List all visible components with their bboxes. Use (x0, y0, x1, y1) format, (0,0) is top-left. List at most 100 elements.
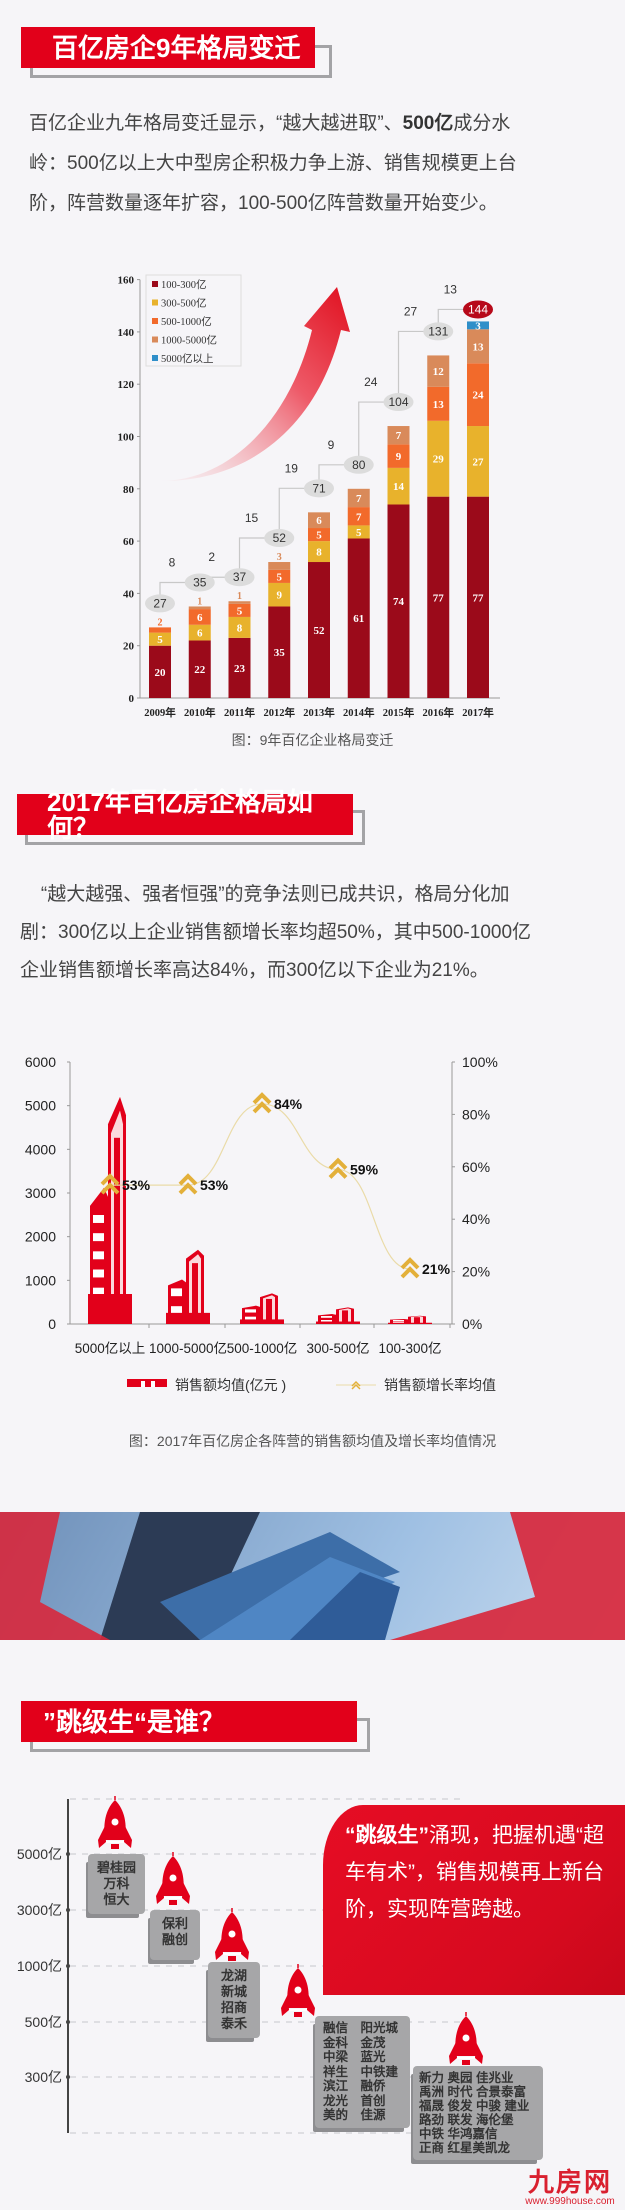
growth-rate-marker-icon (252, 1092, 272, 1114)
bar-segment (228, 603, 251, 617)
left-y-tick-label: 2000 (25, 1229, 56, 1245)
rocket-icon (215, 1908, 249, 1961)
total-bubble (383, 393, 414, 412)
callout-box: “跳级生”涌现，把握机遇“超车有术”，销售规模再上新台阶，实现阵营跨越。 (323, 1805, 625, 1995)
company-name: 保利 (161, 1916, 188, 1931)
bar-segment (188, 606, 211, 610)
right-y-tick-label: 60% (462, 1159, 490, 1175)
bar-segment (427, 355, 450, 387)
y-tick-label: 40 (123, 588, 135, 600)
right-y-tick-label: 0% (462, 1316, 482, 1332)
right-y-tick-label: 80% (462, 1106, 490, 1122)
left-y-tick-label: 3000 (25, 1185, 56, 1201)
bar-segment (228, 616, 251, 638)
bar-value-label: 8 (316, 547, 322, 559)
company-name: 招商 (220, 2000, 247, 2015)
rocket-icon (156, 1852, 190, 1905)
bar-segment (308, 528, 330, 542)
left-y-tick-label: 5000 (25, 1098, 56, 1114)
growth-rate-marker-icon (178, 1173, 198, 1195)
bar-value-label: 3 (277, 552, 282, 563)
total-label: 52 (273, 531, 287, 545)
growth-rate-marker-icon (400, 1257, 420, 1279)
y-tick-label: 80 (123, 484, 135, 496)
bar-value-label: 5 (237, 605, 243, 617)
total-bubble (145, 594, 175, 613)
bar-segment (387, 426, 410, 445)
company-name: 新力 奥园 佳兆业 (419, 2071, 514, 2085)
growth-rate-line (109, 1103, 411, 1270)
total-label: 104 (388, 395, 408, 409)
bar-segment (467, 321, 489, 330)
company-scroll: 龙湖 新城 招商 泰禾 (208, 1962, 260, 2038)
legend-chevron-icon (351, 1380, 361, 1390)
level-label: 300亿 (25, 2069, 62, 2085)
bar-segment (268, 606, 291, 698)
paragraph-text: 百亿企业九年格局变迁显示，“越大越进取”、 (29, 113, 403, 134)
x-tick-label: 2014年 (343, 706, 375, 719)
sales-bar-building (88, 1096, 132, 1324)
bar-value-label: 5 (316, 530, 322, 542)
bar-segment (427, 386, 450, 421)
bar-segment (188, 609, 211, 625)
company-name: 中铁 华鸿嘉信 (419, 2127, 498, 2141)
bar-segment (228, 637, 251, 698)
bar-segment (387, 467, 410, 505)
increment-label: 27 (404, 304, 418, 318)
increment-label: 13 (444, 282, 458, 296)
connector-line (318, 464, 345, 481)
x-tick-label: 2016年 (423, 706, 455, 719)
company-name: 美的 佳源 (323, 2108, 386, 2122)
total-label: 131 (428, 324, 448, 338)
chart-2017-sales: 0 1000 2000 3000 4000 5000 6000 0% 20% 40% 60% 80% 1… (25, 1054, 498, 1393)
bar-value-label: 7 (396, 430, 402, 442)
bar-value-label: 8 (237, 622, 243, 634)
growth-rate-marker-icon (328, 1157, 348, 1179)
company-name: 万科 (103, 1876, 130, 1891)
x-tick-label: 2012年 (264, 706, 296, 719)
legend-label: 1000-5000亿 (161, 334, 217, 347)
legend-label: 100-300亿 (161, 278, 207, 291)
callout-bold: “跳级生” (345, 1824, 429, 1847)
right-y-tick-label: 40% (462, 1211, 490, 1227)
section3-title: ”跳级生“是谁？ (21, 1701, 357, 1742)
x-tick-label: 300-500亿 (306, 1341, 369, 1356)
y-tick-label: 160 (118, 275, 135, 287)
company-scroll: 新力 奥园 佳兆业 禹洲 时代 合景泰富 福晟 俊发 中骏 建业 路劲 联发 海伦堡中… (413, 2066, 543, 2160)
total-label: 27 (153, 596, 167, 610)
section1-paragraph: 百亿企业九年格局变迁显示，“越大越进取”、500亿成分水岭：500亿以上大中型房… (29, 104, 529, 224)
connector-line (437, 308, 464, 324)
bar-segment (308, 512, 330, 529)
x-tick-label: 2009年 (144, 706, 176, 719)
right-y-tick-label: 20% (462, 1264, 490, 1280)
rocket-icon (281, 1964, 315, 2017)
bar-value-label: 7 (356, 511, 362, 523)
company-name: 滨江 融侨 (323, 2079, 386, 2093)
growth-rate-marker-icon (100, 1173, 120, 1195)
bar-segment (149, 627, 171, 633)
x-tick-label: 2015年 (383, 706, 415, 719)
growth-rate-label: 21% (422, 1261, 451, 1277)
company-name: 恒大 (103, 1892, 130, 1907)
total-label: 71 (312, 481, 326, 495)
left-y-tick-label: 6000 (25, 1054, 56, 1070)
y-tick-label: 60 (123, 536, 135, 548)
bar-value-label: 29 (433, 454, 445, 466)
bar-value-label: 22 (194, 664, 206, 676)
bar-value-label: 14 (393, 481, 405, 493)
bar-segment (188, 640, 211, 698)
total-bubble (423, 322, 454, 341)
increment-label: 2 (208, 550, 215, 564)
bar-segment (308, 562, 330, 698)
total-bubble (224, 568, 255, 587)
total-bubble (184, 573, 215, 592)
legend-label: 500-1000亿 (161, 315, 212, 328)
bar-segment (387, 504, 410, 698)
bar-segment (427, 496, 450, 698)
bar-segment (149, 645, 171, 698)
company-name: 路劲 联发 海伦堡 (419, 2113, 514, 2127)
bar-value-label: 6 (197, 628, 203, 640)
bar-value-label: 12 (433, 366, 445, 378)
growth-rate-label: 53% (122, 1177, 151, 1193)
level-label: 3000亿 (17, 1902, 62, 1918)
